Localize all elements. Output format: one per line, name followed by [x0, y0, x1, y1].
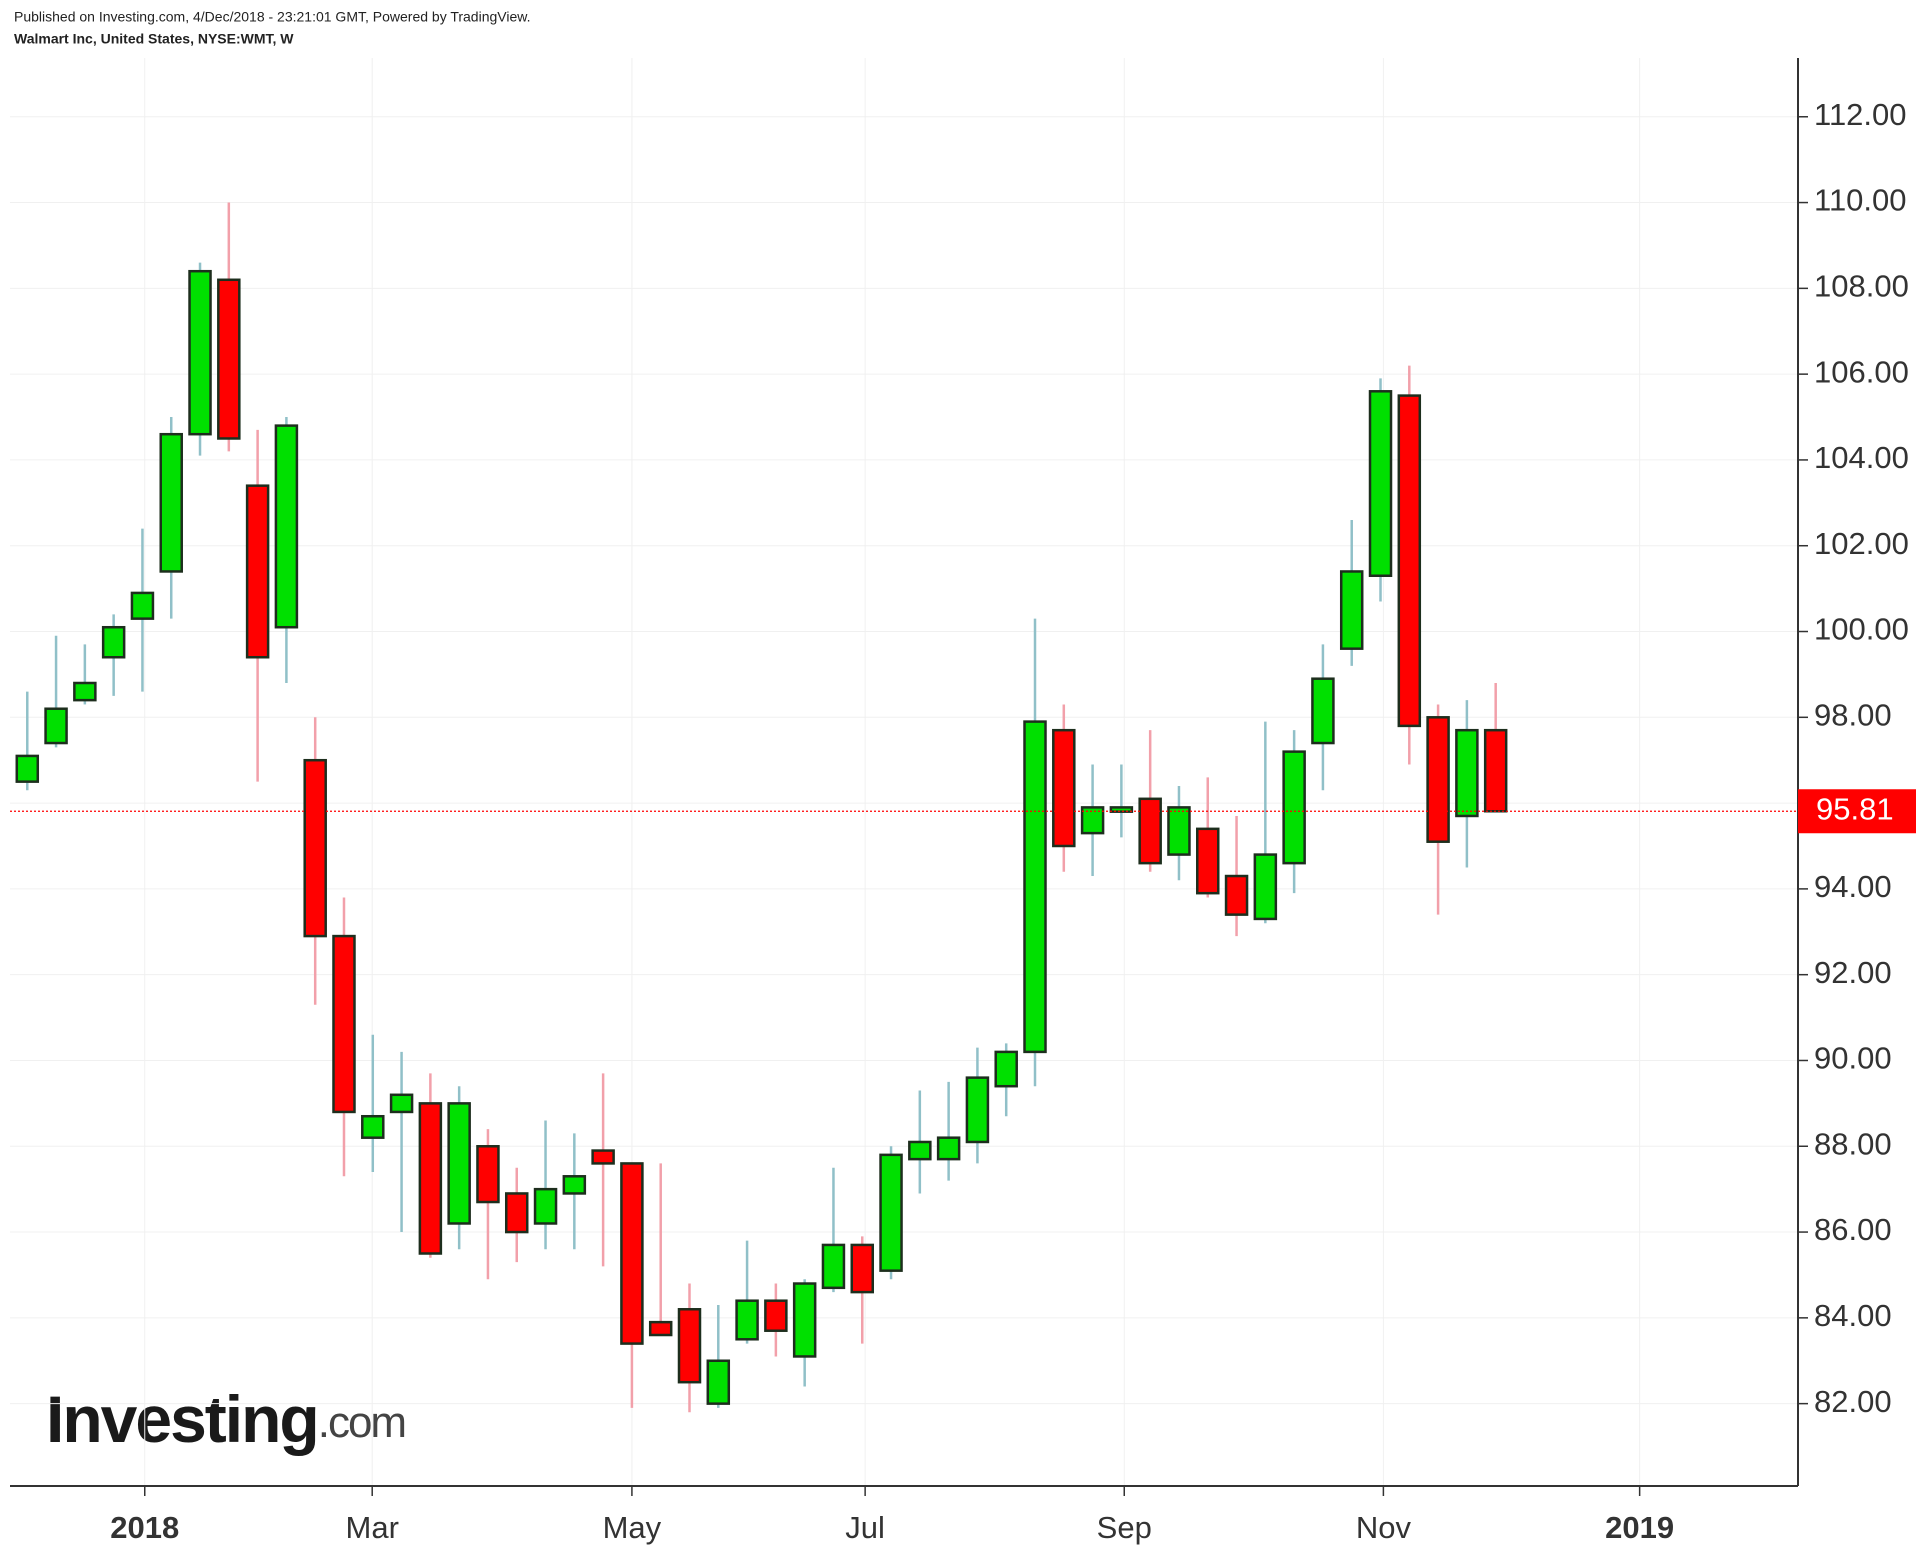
x-tick-label: Mar [346, 1510, 399, 1545]
logo: Investing.com [46, 1382, 405, 1456]
y-tick-label: 82.00 [1814, 1384, 1892, 1419]
candle-body [159, 432, 183, 573]
candle-body [245, 484, 270, 659]
candle-body [303, 758, 327, 938]
candle-body [533, 1187, 558, 1225]
candle-body [1397, 394, 1422, 728]
y-tick-label: 84.00 [1814, 1298, 1892, 1333]
candle-body [1196, 827, 1220, 895]
logo-name: Investing [46, 1382, 318, 1456]
candle-body [706, 1359, 731, 1405]
y-tick-label: 110.00 [1814, 183, 1907, 218]
published-note: Published on Investing.com, 4/Dec/2018 -… [14, 9, 530, 25]
candle-body [936, 1136, 961, 1161]
candle-body [1023, 720, 1047, 1054]
y-tick-label: 102.00 [1814, 526, 1909, 561]
candle-body [274, 424, 299, 629]
symbol-title: Walmart Inc, United States, NYSE:WMT, W [14, 31, 294, 47]
candle-body [44, 707, 68, 745]
candle-body [447, 1102, 471, 1225]
x-tick-label: Jul [845, 1510, 885, 1545]
logo-suffix: .com [318, 1398, 405, 1447]
candle-body [130, 591, 155, 620]
candle-body [1138, 797, 1162, 865]
candle-body [1224, 874, 1249, 916]
candle-body [217, 278, 241, 440]
y-tick-label: 112.00 [1814, 97, 1907, 132]
y-tick-label: 98.00 [1814, 697, 1892, 732]
candle-body [1311, 677, 1335, 745]
candle-body [1483, 728, 1508, 813]
y-tick-label: 104.00 [1814, 440, 1909, 475]
candle-body [1052, 728, 1076, 848]
candle-body [101, 625, 126, 659]
candle-body [1455, 728, 1479, 818]
candle-body [389, 1093, 414, 1114]
candle-body [1167, 806, 1191, 856]
last-price-label: 95.81 [1816, 791, 1894, 826]
candle-body [591, 1149, 615, 1165]
candle-body [73, 681, 97, 702]
candle-body [15, 754, 40, 783]
candle-body [1339, 570, 1364, 650]
y-tick-label: 100.00 [1814, 612, 1909, 647]
candle-body [1282, 750, 1306, 865]
candle-body [504, 1192, 529, 1234]
candle-body [965, 1076, 990, 1144]
candle-body [562, 1175, 587, 1195]
candle-body [792, 1282, 817, 1358]
candle-body [620, 1162, 644, 1345]
candle-body [332, 934, 356, 1114]
candle-body [677, 1308, 702, 1384]
candle-body [850, 1243, 875, 1294]
candle-body [908, 1140, 932, 1161]
candle-body [1080, 806, 1105, 835]
x-tick-label: 2019 [1605, 1510, 1674, 1545]
plot-area [10, 58, 1798, 1486]
y-tick-label: 88.00 [1814, 1126, 1892, 1161]
candle-body [188, 269, 212, 436]
candle-body [1109, 806, 1134, 813]
candle-body [361, 1114, 385, 1139]
x-tick-label: May [603, 1510, 662, 1545]
y-tick-label: 106.00 [1814, 354, 1909, 389]
candle-body [994, 1050, 1018, 1088]
candle-body [764, 1299, 788, 1332]
candle-body [1426, 716, 1450, 843]
x-tick-label: 2018 [110, 1510, 179, 1545]
y-tick-label: 94.00 [1814, 869, 1892, 904]
candle-body [1253, 853, 1278, 921]
last-price-box [1798, 789, 1916, 834]
candle-body [418, 1102, 443, 1255]
candle-body [648, 1320, 673, 1337]
y-tick-label: 108.00 [1814, 269, 1909, 304]
y-tick-label: 92.00 [1814, 955, 1892, 990]
candle-body [476, 1145, 500, 1204]
y-tick-label: 86.00 [1814, 1212, 1892, 1247]
candle-body [879, 1153, 903, 1272]
candle-body [735, 1299, 759, 1341]
x-tick-label: Nov [1356, 1510, 1412, 1545]
candle-body [821, 1243, 846, 1290]
x-tick-label: Sep [1097, 1510, 1152, 1545]
y-tick-label: 90.00 [1814, 1041, 1892, 1076]
candle-body [1368, 390, 1393, 578]
